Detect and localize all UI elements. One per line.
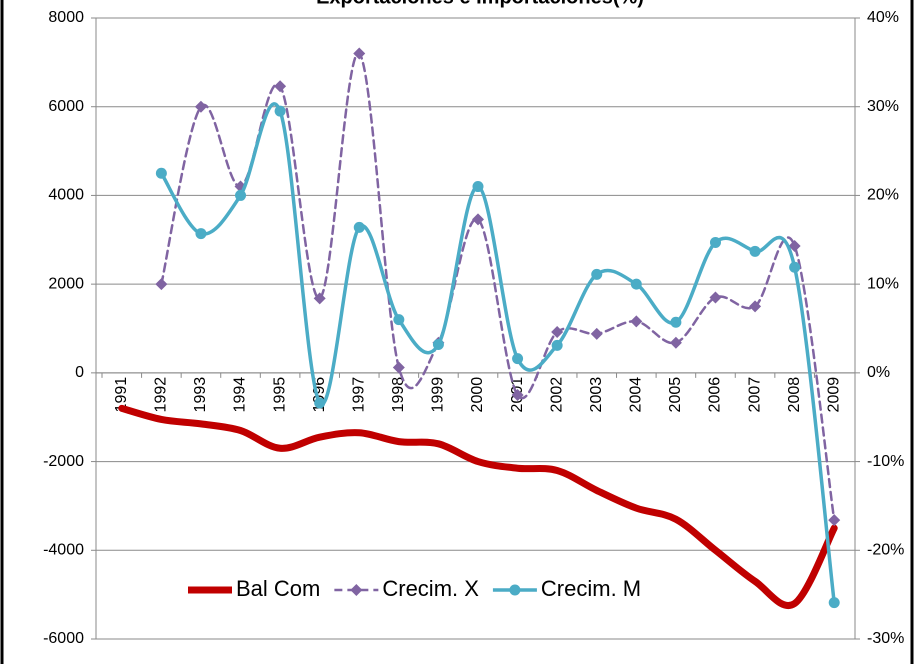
x-tick-label: 2003 (588, 377, 605, 413)
marker (393, 314, 405, 326)
marker (194, 100, 207, 113)
legend-item: Crecim. M (492, 576, 641, 601)
y2-tick-label: -10% (867, 453, 904, 470)
x-tick-label: 2009 (825, 377, 842, 413)
y-tick-label: 0 (75, 364, 84, 381)
marker (630, 278, 642, 290)
legend-label: Bal Com (236, 576, 320, 601)
x-tick-label: 2008 (786, 377, 803, 413)
marker (749, 300, 762, 313)
x-tick-label: 1997 (350, 377, 367, 413)
marker (155, 278, 168, 291)
x-tick-label: 1999 (430, 377, 447, 413)
marker (709, 291, 722, 304)
legend-item: Bal Com (188, 576, 320, 601)
y2-tick-label: 0% (867, 364, 890, 381)
y-tick-label: 6000 (48, 98, 84, 115)
marker (828, 514, 841, 527)
marker (591, 268, 603, 280)
marker (472, 181, 484, 193)
y-tick-label: -4000 (43, 542, 84, 559)
x-tick-label: 2006 (707, 377, 724, 413)
y-tick-label: -6000 (43, 630, 84, 647)
x-tick-label: 1994 (232, 377, 249, 413)
marker (195, 228, 207, 240)
marker (789, 261, 801, 273)
marker (669, 336, 682, 349)
x-tick-label: 1993 (192, 377, 209, 413)
marker (392, 361, 405, 374)
marker (551, 339, 563, 351)
marker (472, 213, 484, 226)
marker (551, 326, 564, 339)
marker (432, 338, 444, 350)
y2-tick-label: 40% (867, 9, 899, 26)
x-tick-label: 1991 (113, 377, 130, 413)
marker (353, 221, 365, 233)
marker (235, 189, 247, 201)
marker (788, 239, 801, 252)
marker (314, 397, 326, 409)
x-tick-label: 2004 (628, 377, 645, 413)
y2-tick-label: -30% (867, 630, 904, 647)
marker (274, 105, 286, 117)
marker (313, 292, 326, 305)
x-tick-label: 2002 (548, 377, 565, 413)
x-tick-label: 1995 (271, 377, 288, 413)
legend-label: Crecim. X (382, 576, 479, 601)
x-tick-label: 1998 (390, 377, 407, 413)
chart-title: Exportaciones e Importaciones(%) (316, 0, 644, 8)
marker (709, 236, 721, 248)
marker (512, 353, 524, 365)
marker (670, 316, 682, 328)
x-tick-label: 2007 (746, 377, 763, 413)
legend-label: Crecim. M (541, 576, 641, 601)
marker (155, 167, 167, 179)
series-line (118, 404, 838, 609)
y-tick-label: 8000 (48, 9, 84, 26)
legend-item: Crecim. X (334, 576, 479, 601)
marker (350, 584, 363, 596)
y2-tick-label: 30% (867, 98, 899, 115)
y-tick-label: 2000 (48, 275, 84, 292)
marker (511, 389, 524, 402)
y-tick-label: -2000 (43, 453, 84, 470)
y2-tick-label: 10% (867, 275, 899, 292)
marker (274, 80, 287, 93)
y-tick-label: 4000 (48, 187, 84, 204)
marker (828, 597, 840, 609)
x-tick-label: 2005 (667, 377, 684, 413)
marker (630, 315, 643, 328)
x-tick-label: 2000 (469, 377, 486, 413)
x-tick-label: 1992 (153, 377, 170, 413)
marker (353, 47, 366, 60)
marker (590, 327, 603, 340)
marker (509, 584, 521, 596)
y2-tick-label: -20% (867, 542, 904, 559)
y2-tick-label: 20% (867, 187, 899, 204)
marker (749, 245, 761, 257)
